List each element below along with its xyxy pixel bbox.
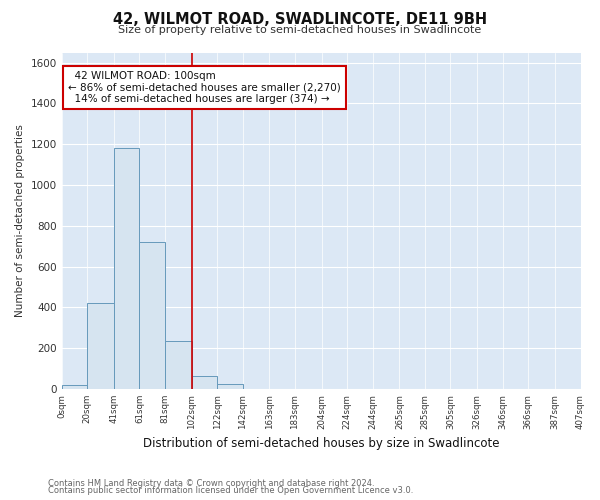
Text: 42, WILMOT ROAD, SWADLINCOTE, DE11 9BH: 42, WILMOT ROAD, SWADLINCOTE, DE11 9BH xyxy=(113,12,487,28)
Bar xyxy=(87,304,114,389)
Bar xyxy=(139,242,165,389)
Bar xyxy=(165,341,191,389)
Y-axis label: Number of semi-detached properties: Number of semi-detached properties xyxy=(15,124,25,317)
Text: Contains HM Land Registry data © Crown copyright and database right 2024.: Contains HM Land Registry data © Crown c… xyxy=(48,478,374,488)
Text: Contains public sector information licensed under the Open Government Licence v3: Contains public sector information licen… xyxy=(48,486,413,495)
Bar xyxy=(217,384,242,389)
Bar xyxy=(114,148,139,389)
X-axis label: Distribution of semi-detached houses by size in Swadlincote: Distribution of semi-detached houses by … xyxy=(143,437,499,450)
Text: Size of property relative to semi-detached houses in Swadlincote: Size of property relative to semi-detach… xyxy=(118,25,482,35)
Bar xyxy=(62,385,87,389)
Text: 42 WILMOT ROAD: 100sqm  
← 86% of semi-detached houses are smaller (2,270)
  14%: 42 WILMOT ROAD: 100sqm ← 86% of semi-det… xyxy=(68,71,341,104)
Bar xyxy=(191,376,217,389)
